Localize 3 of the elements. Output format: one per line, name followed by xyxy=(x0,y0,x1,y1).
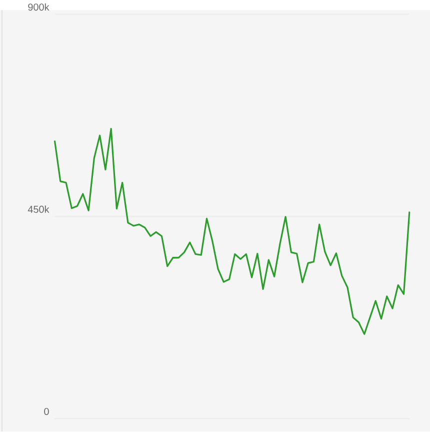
y-tick-label: 450k xyxy=(28,206,50,213)
y-tick-label: 900k xyxy=(28,3,50,11)
y-tick-label: 0 xyxy=(44,408,49,416)
